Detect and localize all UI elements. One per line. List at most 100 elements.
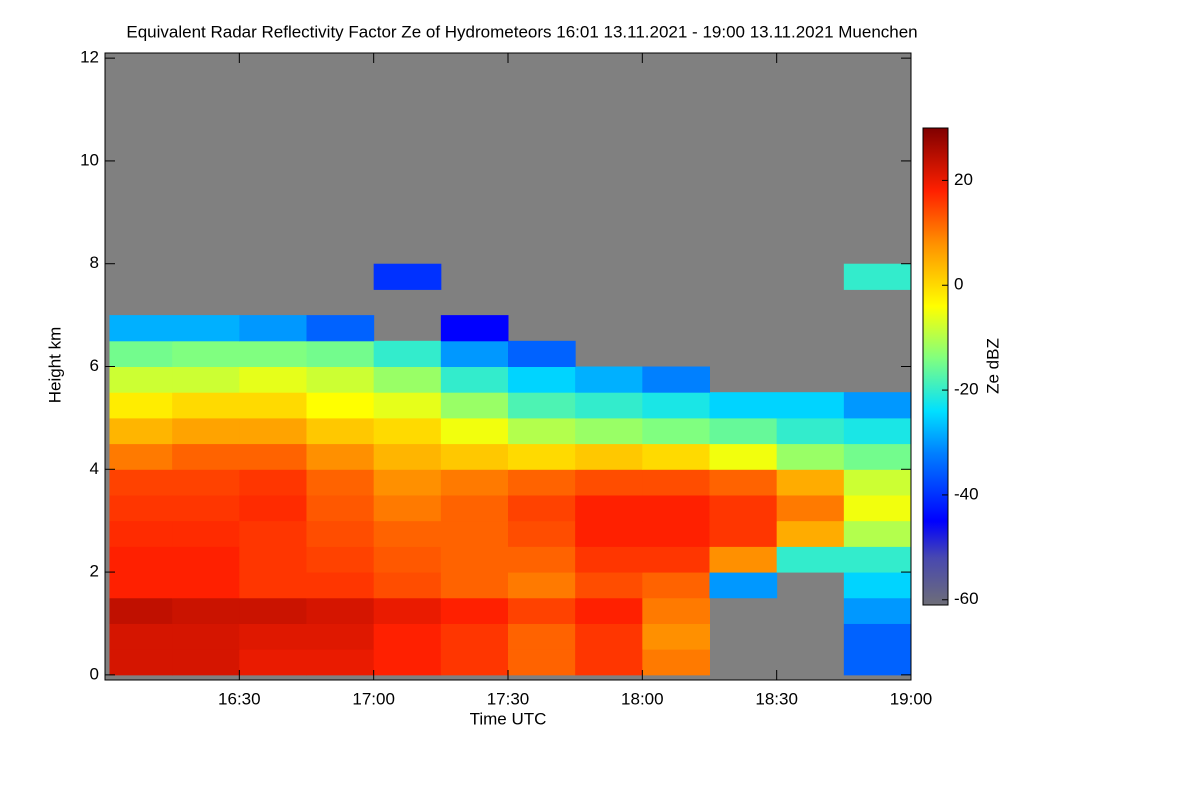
heatmap-cell [575, 546, 643, 573]
heatmap-cell [440, 546, 509, 573]
heatmap-cell [642, 417, 710, 445]
x-axis-label: Time UTC [470, 709, 547, 728]
heatmap-cell [642, 494, 710, 522]
x-tick-label: 18:30 [755, 689, 798, 708]
heatmap-cell [239, 546, 307, 573]
heatmap-cell [373, 469, 442, 496]
heatmap-cell [440, 417, 509, 445]
heatmap-cell [440, 520, 509, 547]
x-tick-label: 17:30 [487, 689, 530, 708]
heatmap-cell [440, 392, 509, 419]
heatmap-cell [239, 469, 307, 496]
heatmap-cell [575, 392, 643, 419]
heatmap-cell [843, 443, 912, 470]
heatmap-cell [440, 340, 509, 367]
heatmap-cell [709, 392, 778, 419]
colorbar [922, 127, 949, 606]
heatmap-cell [440, 597, 509, 624]
heatmap-cell [709, 520, 778, 547]
heatmap-cell [843, 494, 912, 522]
heatmap-cell [239, 315, 307, 342]
heatmap-cell [109, 366, 173, 393]
heatmap-cell [239, 520, 307, 547]
y-axis-label: Height km [45, 327, 64, 404]
heatmap-cell [373, 263, 442, 290]
y-tick-label: 4 [90, 459, 99, 478]
heatmap-cell [239, 494, 307, 522]
colorbar-tick-label: -40 [954, 484, 979, 503]
heatmap-cell [508, 597, 576, 624]
heatmap-cell [642, 649, 710, 676]
heatmap-cell [373, 494, 442, 522]
heatmap-cell [843, 649, 912, 676]
heatmap-cell [440, 469, 509, 496]
heatmap-cell [508, 520, 576, 547]
heatmap-cell [776, 546, 845, 573]
heatmap-cell [575, 520, 643, 547]
heatmap-cell [172, 366, 240, 393]
heatmap-cell [709, 546, 778, 573]
heatmap-cell [239, 572, 307, 599]
heatmap-cell [642, 572, 710, 599]
heatmap-cell [440, 315, 509, 342]
heatmap-cell [172, 315, 240, 342]
y-tick-label: 8 [90, 253, 99, 272]
x-tick-label: 17:00 [352, 689, 395, 708]
heatmap-cell [109, 623, 173, 650]
heatmap-cell [109, 597, 173, 624]
y-tick-label: 6 [90, 356, 99, 375]
heatmap-cell [508, 623, 576, 650]
heatmap-cell [709, 494, 778, 522]
heatmap-cell [172, 546, 240, 573]
heatmap-cell [642, 469, 710, 496]
heatmap-cell [843, 572, 912, 599]
heatmap-cell [373, 392, 442, 419]
heatmap-cell [373, 443, 442, 470]
heatmap-cell [109, 392, 173, 419]
heatmap-cell [575, 494, 643, 522]
heatmap-cell [172, 649, 240, 676]
y-tick-label: 10 [80, 150, 99, 169]
heatmap-cell [709, 443, 778, 470]
heatmap-cell [109, 520, 173, 547]
heatmap-cell [776, 443, 845, 470]
heatmap-cell [575, 443, 643, 470]
heatmap-cell [776, 417, 845, 445]
heatmap-cell [642, 546, 710, 573]
heatmap-cell [575, 623, 643, 650]
heatmap-cell [508, 572, 576, 599]
heatmap-cell [172, 443, 240, 470]
heatmap-cell [575, 417, 643, 445]
y-tick-label: 0 [90, 664, 99, 683]
heatmap-cell [172, 597, 240, 624]
heatmap-cell [306, 649, 375, 676]
heatmap-cell [440, 366, 509, 393]
heatmap-cell [109, 572, 173, 599]
heatmap-cell [440, 494, 509, 522]
heatmap-cell [575, 597, 643, 624]
heatmap-cell [508, 494, 576, 522]
heatmap-cell [306, 315, 375, 342]
heatmap-cell [109, 417, 173, 445]
heatmap-cell [642, 623, 710, 650]
heatmap-cell [508, 417, 576, 445]
heatmap-cell [373, 597, 442, 624]
colorbar-tick-label: 20 [954, 170, 973, 189]
heatmap-cell [239, 366, 307, 393]
heatmap-cell [440, 572, 509, 599]
heatmap-cell [642, 366, 710, 393]
heatmap-cell [843, 469, 912, 496]
heatmap-cell [306, 392, 375, 419]
heatmap-cell [306, 597, 375, 624]
heatmap-cell [508, 469, 576, 496]
heatmap-cell [440, 623, 509, 650]
y-tick-label: 2 [90, 562, 99, 581]
heatmap-cell [172, 520, 240, 547]
heatmap-cell [172, 392, 240, 419]
heatmap-cell [172, 623, 240, 650]
heatmap-cell [373, 572, 442, 599]
heatmap-cell [508, 443, 576, 470]
chart-title: Equivalent Radar Reflectivity Factor Ze … [126, 22, 917, 41]
colorbar-tick-label: -60 [954, 589, 979, 608]
